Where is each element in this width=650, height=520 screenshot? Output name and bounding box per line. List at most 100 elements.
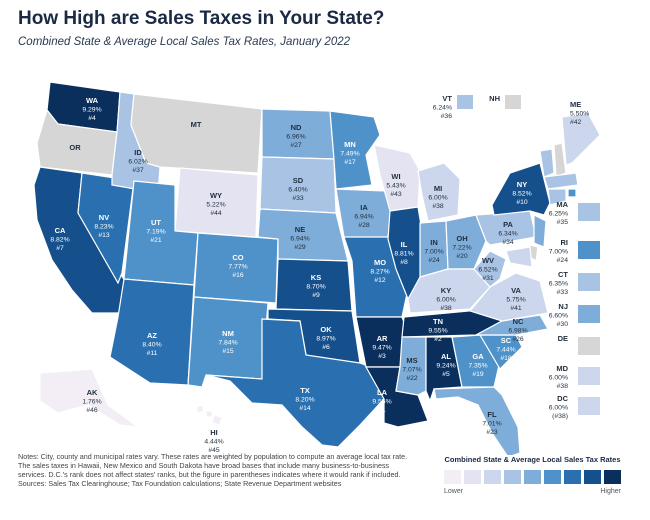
- state-abbr: MT: [191, 120, 202, 129]
- map-title: How High are Sales Taxes in Your State?: [18, 8, 385, 29]
- state-abbr: OK: [320, 325, 332, 334]
- state-abbr: AR: [377, 334, 388, 343]
- state-rate: 6.34%: [498, 231, 517, 238]
- state-oh: [445, 214, 487, 270]
- state-abbr: KY: [441, 286, 451, 295]
- state-label-wi: WI 5.43%#43: [386, 172, 405, 198]
- state-rate: 7.00%: [549, 249, 568, 256]
- state-rate: 6.00%: [549, 405, 568, 412]
- state-rank: #1: [378, 407, 386, 414]
- state-abbr: WI: [391, 172, 400, 181]
- state-swatch-dc: [578, 397, 600, 415]
- state-abbr: SD: [293, 176, 304, 185]
- state-label-la: LA 9.55%#1: [372, 388, 391, 414]
- state-swatch-ma: [578, 203, 600, 221]
- state-rate: 9.55%: [372, 399, 391, 406]
- legend-swatch-3: [504, 470, 521, 484]
- state-abbr: SC: [501, 336, 512, 345]
- state-rate: 6.52%: [478, 267, 497, 274]
- state-swatch-nh: [505, 95, 521, 109]
- state-rank: #20: [456, 253, 468, 260]
- state-label-sd: SD 6.40%#33: [288, 176, 307, 202]
- legend-swatch-4: [524, 470, 541, 484]
- state-rank: #9: [312, 292, 320, 299]
- state-label-tx: TX 8.20%#14: [295, 386, 314, 412]
- state-rate: 7.19%: [146, 229, 165, 236]
- state-label-pa: PA 6.34%#34: [498, 220, 517, 246]
- state-va: [468, 272, 549, 322]
- sources-text: Sources: Sales Tax Clearinghouse; Tax Fo…: [18, 479, 342, 488]
- state-abbr: NY: [517, 180, 527, 189]
- state-az: [109, 278, 195, 386]
- state-label-nd: ND 6.96%#27: [286, 123, 305, 149]
- legend-swatch-8: [604, 470, 621, 484]
- state-rate: 5.43%: [386, 183, 405, 190]
- state-rate: 6.00%: [436, 297, 455, 304]
- state-abbr: FL: [487, 410, 497, 419]
- state-label-or: OR: [69, 143, 81, 152]
- state-label-wv: WV 6.52%#31: [478, 256, 497, 282]
- color-legend: Combined State & Average Local Sales Tax…: [430, 455, 635, 495]
- legend-high-label: Higher: [600, 488, 621, 495]
- state-abbr: OH: [456, 234, 467, 243]
- state-rank: #2: [434, 336, 442, 343]
- state-nh: [553, 142, 567, 178]
- state-rate: 7.44%: [496, 347, 515, 354]
- state-rank: #21: [150, 237, 162, 244]
- state-swatch-md: [578, 367, 600, 385]
- state-rank: (#38): [552, 413, 568, 420]
- state-abbr: AZ: [147, 331, 157, 340]
- state-rate: 8.40%: [142, 342, 161, 349]
- state-abbr: PA: [503, 220, 513, 229]
- state-rate: 7.77%: [228, 264, 247, 271]
- state-rate: 6.24%: [433, 105, 452, 112]
- state-label-mn: MN 7.49%#17: [340, 140, 359, 166]
- state-rank: #15: [222, 348, 234, 355]
- state-label-mo: MO 8.27%#12: [370, 258, 389, 284]
- state-label-il: IL 8.81%#8: [394, 240, 413, 266]
- state-rate: 7.00%: [424, 249, 443, 256]
- state-rank: #44: [210, 210, 222, 217]
- state-rank: #27: [290, 142, 302, 149]
- state-label-nm: NM 7.84%#15: [218, 329, 237, 355]
- state-rank: #29: [294, 244, 306, 251]
- state-abbr: ME: [570, 100, 581, 109]
- state-rate: 7.01%: [482, 421, 501, 428]
- state-rank: #30: [557, 321, 569, 328]
- state-swatch-de: [578, 337, 600, 355]
- state-rank: #45: [208, 447, 220, 454]
- state-swatch-ct: [578, 273, 600, 291]
- state-rank: #33: [292, 195, 304, 202]
- state-rate: 7.35%: [468, 363, 487, 370]
- state-label-ut: UT 7.19%#21: [146, 218, 165, 244]
- state-rank: #23: [486, 429, 498, 436]
- state-rate: 6.40%: [288, 187, 307, 194]
- state-rate: 5.75%: [506, 297, 525, 304]
- state-abbr: OR: [69, 143, 81, 152]
- state-rate: 9.47%: [372, 345, 391, 352]
- state-label-ne: NE 6.94%#29: [290, 225, 309, 251]
- state-label-hi: HI 4.44%#45: [204, 428, 223, 454]
- us-sales-tax-map: WA9.29%#4ORCA8.82%#7NV8.23%#13ID6.02%#37…: [33, 81, 601, 455]
- state-abbr: WA: [86, 96, 99, 105]
- state-label-in: IN 7.00%#24: [424, 238, 443, 264]
- state-rate: 8.27%: [370, 269, 389, 276]
- state-wv: [473, 250, 507, 288]
- state-rank: #34: [502, 239, 514, 246]
- state-label-va: VA 5.75%#41: [506, 286, 525, 312]
- state-fl: [433, 386, 521, 455]
- state-label-mi: MI 6.00%#38: [428, 184, 447, 210]
- state-rank: #37: [132, 167, 144, 174]
- state-abbr: NE: [295, 225, 305, 234]
- state-ak: [39, 368, 141, 428]
- state-ri: [567, 188, 577, 198]
- state-label-az: AZ 8.40%#11: [142, 331, 161, 357]
- state-rate: 7.22%: [452, 245, 471, 252]
- state-rate: 6.98%: [508, 328, 527, 335]
- state-label-nc: NC 6.98%#26: [508, 317, 527, 343]
- state-mn: [329, 110, 381, 190]
- state-rank: #7: [56, 245, 64, 252]
- state-rate: 8.82%: [50, 237, 69, 244]
- legend-swatch-2: [484, 470, 501, 484]
- state-rank: #38: [440, 305, 452, 312]
